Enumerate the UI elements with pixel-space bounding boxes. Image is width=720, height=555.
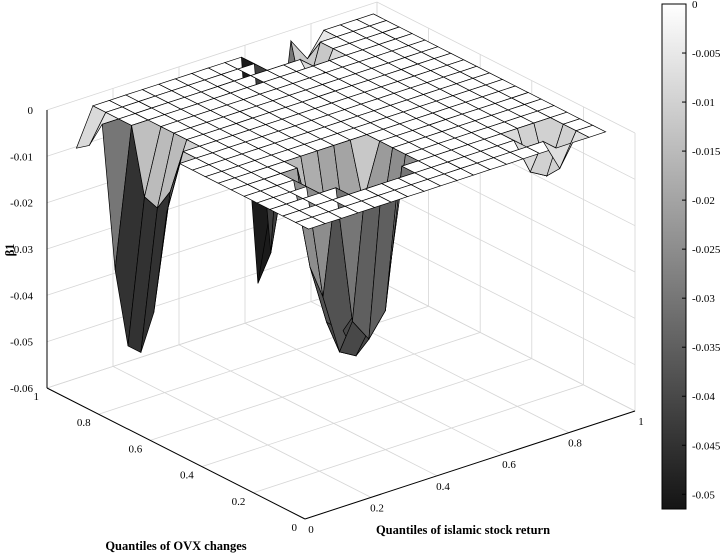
x-tick-label: 1 xyxy=(638,416,644,428)
grid-line-z xyxy=(46,1,636,134)
z-tick-label: -0.01 xyxy=(10,151,33,163)
x-axis-label: Quantiles of islamic stock return xyxy=(376,523,550,537)
z-tick-label: -0.05 xyxy=(10,337,33,349)
colorbar-tick-label: -0.03 xyxy=(692,293,715,305)
z-axis-label: β1 xyxy=(3,244,17,257)
x-tick-label: 0.6 xyxy=(502,459,516,471)
colorbar-tick-label: -0.045 xyxy=(692,440,720,452)
y-tick-label: 0.6 xyxy=(128,443,142,455)
colorbar: 0 -0.005 -0.01 -0.015 -0.02 -0.025 -0.03 -0.035… xyxy=(661,0,720,510)
colorbar-tick-label: -0.02 xyxy=(692,195,715,207)
z-tick-label: -0.02 xyxy=(10,198,33,210)
x-axis-line xyxy=(304,410,636,520)
colorbar-bar xyxy=(661,3,687,510)
tick-labels: 0 0.2 0.4 0.6 0.8 1 0 0.2 0.4 0.6 0.8 1 0 -0.01 -0.02 -… xyxy=(10,105,644,536)
z-tick-label: -0.03 xyxy=(10,244,33,256)
axis-box xyxy=(46,110,636,520)
z-tick-label: 0 xyxy=(28,105,34,117)
z-tick-label: -0.04 xyxy=(10,290,33,302)
colorbar-tick-label: 0 xyxy=(692,0,698,11)
colorbar-tick-label: -0.005 xyxy=(692,48,720,60)
y-tick-label: 0.8 xyxy=(77,417,91,429)
colorbar-tick-label: -0.05 xyxy=(692,489,715,501)
y-axis-line xyxy=(46,387,306,520)
colorbar-tick-label: -0.035 xyxy=(692,342,720,354)
colorbar-tick-label: -0.01 xyxy=(692,97,715,109)
x-tick-label: 0.2 xyxy=(370,502,384,514)
x-tick-label: 0.4 xyxy=(436,481,450,493)
y-tick-label: 0.4 xyxy=(180,470,194,482)
x-tick-label: 0.8 xyxy=(568,438,582,450)
y-axis-label: Quantiles of OVX changes xyxy=(105,539,246,553)
colorbar-tick-label: -0.025 xyxy=(692,244,720,256)
z-tick-label: -0.06 xyxy=(10,383,33,395)
surface-plot xyxy=(75,13,607,357)
surface-facet xyxy=(575,124,607,138)
y-tick-label: 0.2 xyxy=(232,496,246,508)
y-tick-label: 0 xyxy=(292,522,298,534)
x-tick-label: 0 xyxy=(308,524,314,536)
colorbar-tick-label: -0.04 xyxy=(692,391,715,403)
colorbar-tick-label: -0.015 xyxy=(692,146,720,158)
y-tick-label: 1 xyxy=(34,391,40,403)
floor-pane xyxy=(47,280,635,519)
